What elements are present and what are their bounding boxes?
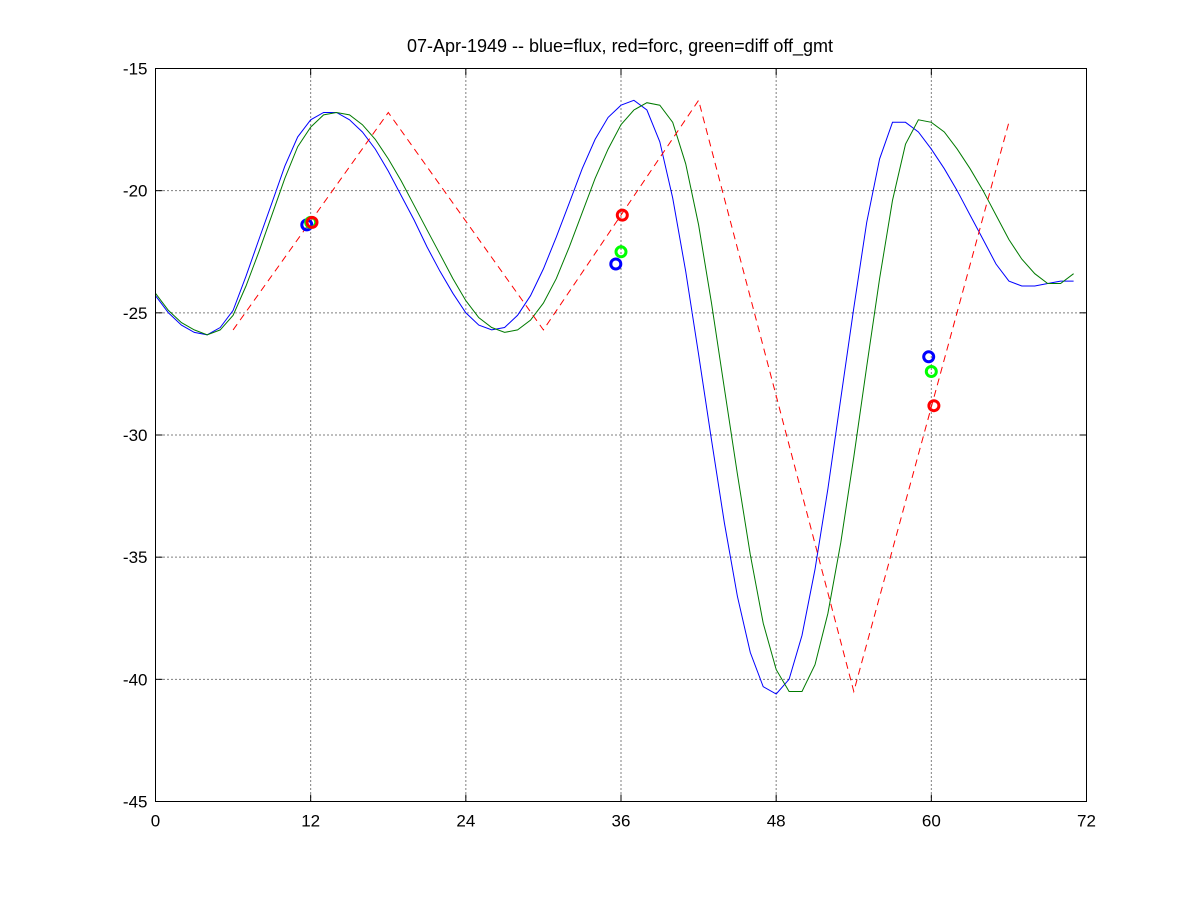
series-line-forc: [232, 99, 1010, 694]
series-line-diff: [155, 102, 1074, 692]
data-marker: [927, 399, 941, 413]
y-tick-label: -40: [123, 670, 148, 689]
y-tick-label: -25: [123, 304, 148, 323]
data-marker: [924, 365, 938, 378]
data-marker: [615, 208, 629, 222]
ticks: 0 12 24 36 48 60 72 -15 -20 -25 -30 -35 -40 -45: [123, 60, 1096, 831]
chart-title: 07-Apr-1949 -- blue=flux, red=forc, gree…: [407, 36, 833, 57]
x-tick-label: 60: [922, 812, 941, 831]
x-tick-label: 24: [456, 812, 475, 831]
y-tick-label: -30: [123, 426, 148, 445]
y-tick-label: -35: [123, 548, 148, 567]
series-line-flux: [155, 99, 1074, 695]
series-layer: [155, 99, 1074, 695]
x-tick-label: 48: [767, 812, 786, 831]
plot-frame: [155, 68, 1087, 802]
marker-layer: [300, 208, 941, 413]
data-marker: [305, 215, 319, 229]
y-tick-label: -20: [123, 182, 148, 201]
data-marker: [609, 257, 623, 271]
grid: [155, 68, 1087, 802]
y-tick-label: -15: [123, 60, 148, 79]
x-tick-label: 72: [1077, 812, 1096, 831]
x-tick-label: 36: [612, 812, 631, 831]
data-marker: [614, 245, 628, 259]
data-marker: [922, 350, 936, 364]
x-tick-label: 12: [301, 812, 320, 831]
y-tick-label: -45: [123, 793, 148, 812]
x-tick-label: 0: [151, 812, 160, 831]
